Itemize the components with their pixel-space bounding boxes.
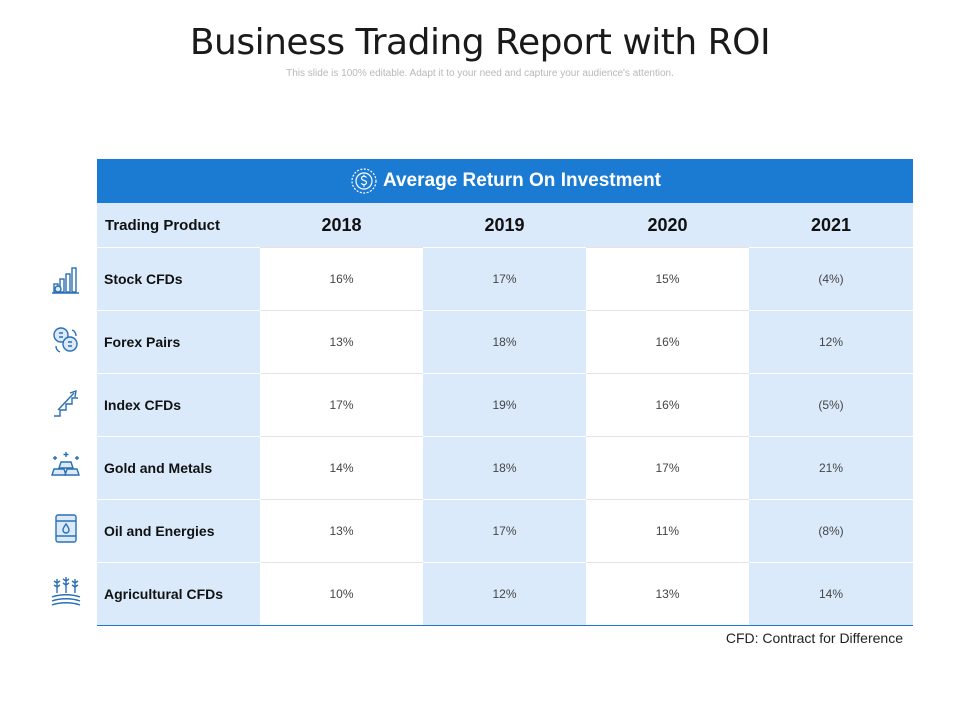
table-row: Agricultural CFDs 10% 12% 13% 14% xyxy=(97,562,913,625)
stairs-growth-icon xyxy=(54,389,78,417)
gold-bars-icon xyxy=(51,452,80,476)
table-cell: 19% xyxy=(423,373,586,437)
table-cell: 12% xyxy=(749,310,913,374)
product-name: Agricultural CFDs xyxy=(97,562,260,625)
product-name: Index CFDs xyxy=(97,373,260,437)
roi-table: Average Return On Investment Trading Pro… xyxy=(97,159,913,626)
column-header-product: Trading Product xyxy=(97,203,260,248)
table-cell: 17% xyxy=(423,499,586,563)
currency-exchange-icon xyxy=(53,327,78,353)
column-header-2020: 2020 xyxy=(586,203,749,248)
dollar-coin-icon xyxy=(351,168,377,194)
table-cell: 18% xyxy=(423,310,586,374)
page-title: Business Trading Report with ROI xyxy=(189,22,771,63)
table-cell: 16% xyxy=(586,310,749,374)
table-cell: 13% xyxy=(260,310,423,374)
product-name: Forex Pairs xyxy=(97,310,260,374)
table-row: Forex Pairs 13% 18% 16% 12% xyxy=(97,310,913,374)
table-cell: 12% xyxy=(423,562,586,625)
table-cell: 13% xyxy=(260,499,423,563)
table-cell: 14% xyxy=(749,562,913,625)
table-cell: 11% xyxy=(586,499,749,563)
table-cell: 13% xyxy=(586,562,749,625)
table-bottom-rule xyxy=(97,625,913,626)
column-header-2018: 2018 xyxy=(260,203,423,248)
column-header-2021: 2021 xyxy=(749,203,913,248)
product-name: Stock CFDs xyxy=(97,247,260,311)
table-row: Oil and Energies 13% 17% 11% (8%) xyxy=(97,499,913,563)
table-cell: 17% xyxy=(423,247,586,311)
banner-label: Average Return On Investment xyxy=(382,170,662,191)
footnote: CFD: Contract for Difference xyxy=(725,630,903,646)
oil-barrel-icon xyxy=(55,514,77,543)
wheat-field-icon xyxy=(51,577,81,606)
table-banner: Average Return On Investment xyxy=(97,159,913,203)
table-cell: 16% xyxy=(586,373,749,437)
table-cell: 16% xyxy=(260,247,423,311)
table-cell: 14% xyxy=(260,436,423,500)
table-header-row: Trading Product 2018 2019 2020 2021 xyxy=(97,203,913,248)
table-row: Stock CFDs 16% 17% 15% (4%) xyxy=(97,247,913,311)
table-cell: 15% xyxy=(586,247,749,311)
table-cell: 21% xyxy=(749,436,913,500)
table-row: Index CFDs 17% 19% 16% (5%) xyxy=(97,373,913,437)
column-header-2019: 2019 xyxy=(423,203,586,248)
table-cell: (5%) xyxy=(749,373,913,437)
table-cell: (8%) xyxy=(749,499,913,563)
bar-chart-growth-icon xyxy=(52,267,79,294)
table-cell: (4%) xyxy=(749,247,913,311)
page-subtitle: This slide is 100% editable. Adapt it to… xyxy=(286,68,674,79)
table-row: Gold and Metals 14% 18% 17% 21% xyxy=(97,436,913,500)
table-cell: 17% xyxy=(260,373,423,437)
table-cell: 18% xyxy=(423,436,586,500)
table-cell: 17% xyxy=(586,436,749,500)
table-cell: 10% xyxy=(260,562,423,625)
product-name: Oil and Energies xyxy=(97,499,260,563)
product-name: Gold and Metals xyxy=(97,436,260,500)
